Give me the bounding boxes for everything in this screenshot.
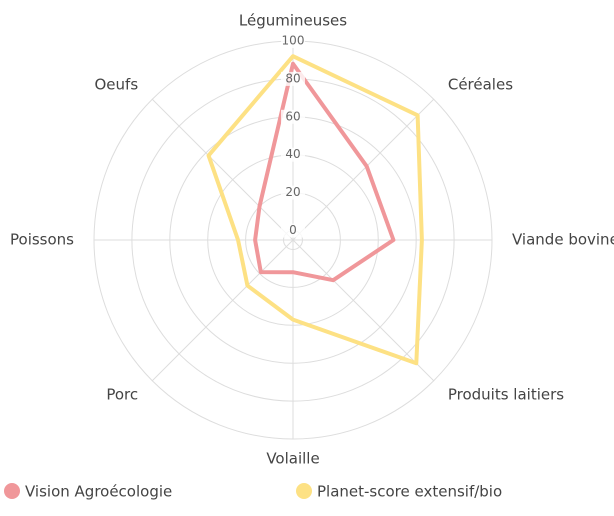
tick-label: 20 bbox=[285, 185, 300, 199]
tick-bg bbox=[281, 147, 305, 162]
tick-label: 100 bbox=[282, 34, 305, 48]
tick-label: 0 bbox=[289, 223, 297, 237]
legend-swatch bbox=[4, 483, 20, 499]
tick-bg bbox=[281, 34, 305, 48]
tick-bg bbox=[281, 109, 305, 124]
spoke bbox=[151, 98, 294, 241]
axis-label: Oeufs bbox=[95, 76, 139, 94]
tick-label: 60 bbox=[285, 109, 300, 123]
axis-label: Porc bbox=[106, 385, 138, 403]
tick-bg bbox=[281, 185, 305, 200]
axis-label: Viande bovine bbox=[512, 231, 614, 249]
legend-label: Planet-score extensif/bio bbox=[317, 483, 502, 501]
spoke bbox=[292, 98, 435, 241]
axis-label: Céréales bbox=[448, 76, 513, 94]
tick-label: 40 bbox=[285, 147, 300, 161]
tick-bg bbox=[281, 71, 305, 86]
spoke bbox=[292, 239, 435, 382]
axis-label: Volaille bbox=[266, 450, 319, 468]
series-line bbox=[206, 54, 424, 366]
axis-label: Poissons bbox=[10, 231, 74, 249]
axis-label: Produits laitiers bbox=[448, 385, 564, 403]
series-line bbox=[253, 61, 396, 283]
axis-label: Légumineuses bbox=[239, 12, 347, 30]
tick-label: 80 bbox=[285, 71, 300, 85]
legend-swatch bbox=[296, 483, 312, 499]
spoke bbox=[151, 239, 294, 382]
legend-label: Vision Agroécologie bbox=[25, 483, 172, 501]
tick-bg bbox=[281, 223, 305, 238]
